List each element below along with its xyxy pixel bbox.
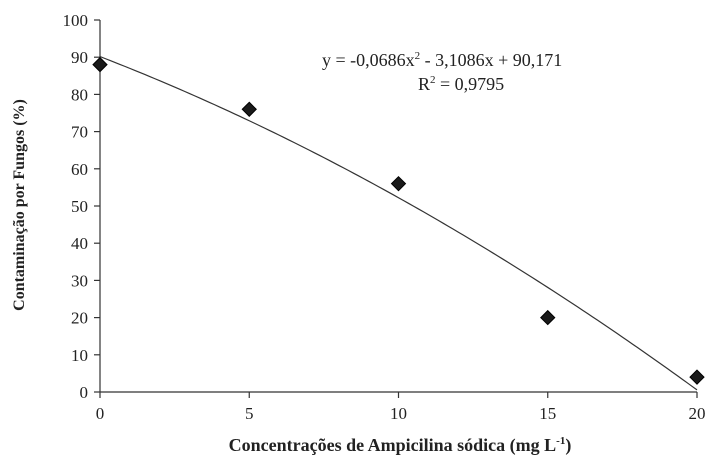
y-tick-label: 80 xyxy=(71,85,88,104)
x-tick-label: 0 xyxy=(96,404,105,423)
x-tick-label: 20 xyxy=(689,404,706,423)
data-point-diamond xyxy=(390,175,407,192)
y-tick-label: 60 xyxy=(71,160,88,179)
y-tick-label: 40 xyxy=(71,234,88,253)
x-tick-label: 15 xyxy=(539,404,556,423)
y-tick-label: 0 xyxy=(80,383,89,402)
data-point-diamond xyxy=(540,309,556,326)
data-points xyxy=(92,56,705,385)
y-tick-label: 50 xyxy=(71,197,88,216)
y-tick-label: 90 xyxy=(71,48,88,67)
y-ticks: 0 10 20 30 40 50 60 70 80 90 100 xyxy=(63,11,100,402)
y-tick-label: 70 xyxy=(71,123,88,142)
trendline-curve xyxy=(99,56,698,391)
x-ticks: 0 5 10 15 20 xyxy=(96,392,706,423)
y-axis-title: Contaminação por Fungos (%) xyxy=(11,99,28,311)
x-tick-label: 10 xyxy=(390,404,407,423)
y-tick-label: 20 xyxy=(71,309,88,328)
data-point-diamond xyxy=(241,101,257,117)
y-tick-label: 100 xyxy=(63,11,89,30)
x-axis-title: Concentrações de Ampicilina sódica (mg L… xyxy=(229,435,572,456)
data-point-diamond xyxy=(689,369,705,385)
y-tick-label: 10 xyxy=(71,346,88,365)
r-squared: R2 = 0,9795 xyxy=(418,74,504,94)
data-point-diamond xyxy=(92,56,108,73)
regression-equation: y = -0,0686x2 - 3,1086x + 90,171 xyxy=(322,50,562,70)
y-tick-label: 30 xyxy=(71,271,88,290)
x-tick-label: 5 xyxy=(245,404,254,423)
